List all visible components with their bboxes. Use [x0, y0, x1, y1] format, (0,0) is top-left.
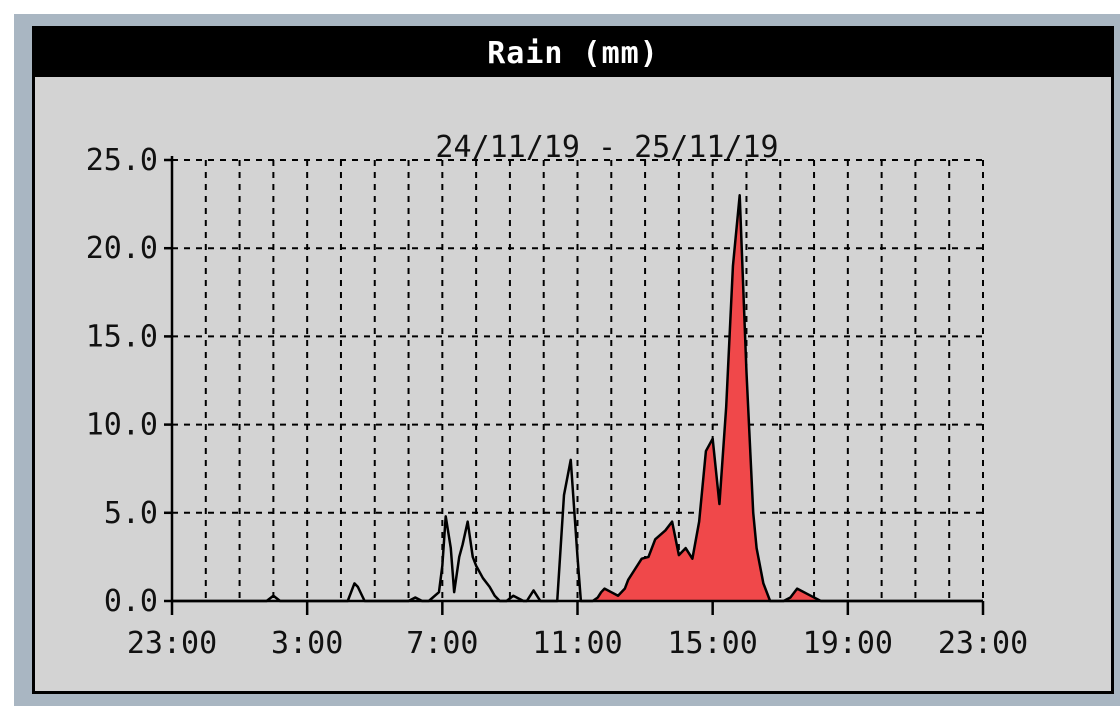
x-tick-label: 15:00: [668, 626, 758, 661]
y-tick-label: 0.0: [104, 584, 158, 619]
x-tick-label: 11:00: [532, 626, 622, 661]
x-tick-label: 23:00: [127, 626, 217, 661]
y-tick-label: 5.0: [104, 496, 158, 531]
chart-panel: Rain (mm) 24/11/19 - 25/11/19 0.0 5.0 10.0…: [32, 26, 1114, 694]
y-tick-label: 10.0: [86, 408, 158, 443]
y-tick-label: 20.0: [86, 231, 158, 266]
x-tick-label: 19:00: [803, 626, 893, 661]
x-tick-label: 7:00: [406, 626, 478, 661]
chart-title: Rain (mm): [35, 29, 1111, 77]
x-tick-label: 23:00: [938, 626, 1028, 661]
x-tick-label: 3:00: [271, 626, 343, 661]
rain-area-fill: [592, 195, 983, 601]
y-tick-label: 25.0: [86, 143, 158, 178]
y-tick-label: 15.0: [86, 319, 158, 354]
chart-plot: 24/11/19 - 25/11/19 0.05.010.015.020.025…: [86, 130, 1028, 661]
